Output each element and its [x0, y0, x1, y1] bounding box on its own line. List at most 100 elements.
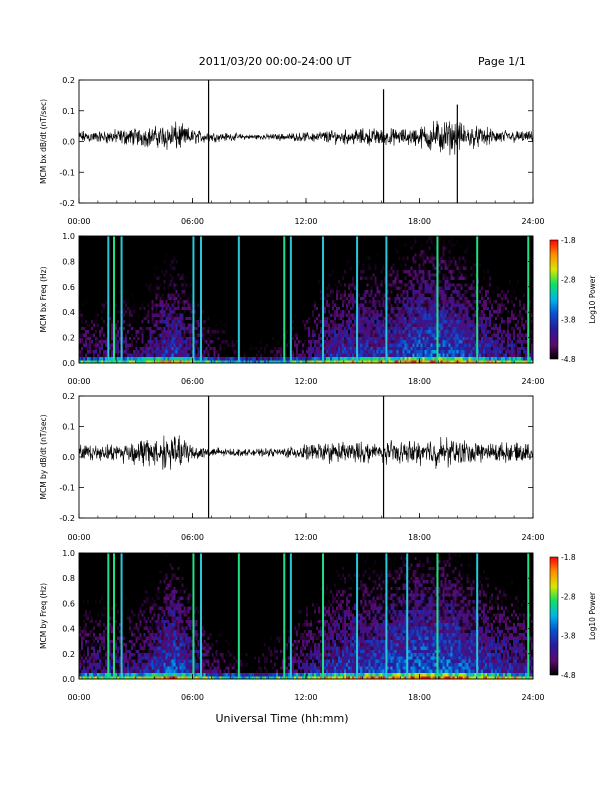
spectrogram-cell	[131, 329, 134, 334]
spectrogram-cell	[221, 282, 225, 287]
spectrogram-cell	[255, 342, 259, 347]
spectrogram-cell	[159, 269, 162, 274]
spectrogram-cell	[137, 276, 140, 281]
spectrogram-cell	[303, 352, 307, 357]
spectrogram-cell	[139, 246, 142, 250]
spectrogram-cell	[314, 292, 317, 297]
spectrogram-cell	[101, 299, 104, 304]
spectrogram-cell	[257, 312, 261, 317]
spectrogram-cell	[201, 309, 205, 314]
spectrogram-cell	[195, 262, 199, 267]
spectrogram-cell	[197, 329, 201, 334]
spectrogram-cell	[275, 236, 279, 240]
spectrogram-cell	[320, 342, 323, 347]
spectrogram-cell	[263, 269, 267, 274]
spectrogram-cell	[271, 326, 275, 331]
spectrogram-cell	[187, 282, 191, 287]
spectrogram-cell	[97, 272, 100, 277]
spectrogram-cell	[89, 356, 92, 361]
spectrogram-cell	[334, 266, 337, 271]
spectrogram-cell	[153, 356, 156, 361]
spectrogram-cell	[295, 319, 299, 324]
spectrogram-cell	[89, 286, 92, 291]
spectrogram-cell	[157, 309, 160, 314]
spectrogram-cell	[293, 269, 297, 274]
spectrogram-cell	[177, 342, 181, 347]
spectrogram-cell	[233, 252, 237, 257]
spectrogram-cell	[135, 326, 138, 331]
spectrogram-cell	[259, 256, 263, 260]
spectrogram-cell	[285, 339, 289, 344]
spectrogram-cell	[165, 239, 168, 244]
spectrogram-cell	[201, 346, 205, 351]
spectrogram-cell	[145, 292, 148, 297]
spectrogram-cell	[267, 289, 271, 294]
spectrogram-cell	[227, 236, 231, 240]
spectrogram-cell	[89, 256, 92, 260]
spectrogram-cell	[293, 289, 297, 294]
spectrogram-cell	[201, 242, 205, 247]
spectrogram-cell	[169, 292, 173, 297]
spectrogram-cell	[163, 339, 166, 344]
spectrogram-cell	[177, 349, 181, 354]
spectrogram-cell	[269, 236, 273, 240]
spectrogram-cell	[281, 256, 285, 260]
spectrogram-cell	[293, 339, 297, 344]
spectrogram-cell	[326, 309, 329, 314]
spectrogram-cell	[125, 359, 128, 364]
spectrogram-cell	[261, 256, 265, 260]
spectrogram-cell	[308, 242, 311, 247]
spectrogram-cell	[143, 359, 146, 364]
y-tick-label: 0.0	[62, 138, 75, 147]
spectrogram-cell	[187, 289, 191, 294]
spectrogram-cell	[149, 316, 152, 321]
spectrogram-cell	[187, 269, 191, 274]
spectrogram-cell	[209, 286, 213, 291]
spectrogram-cell	[97, 326, 100, 331]
spectrogram-cell	[193, 299, 197, 304]
spectrogram-cell	[269, 276, 273, 281]
spectrogram-cell	[185, 316, 189, 321]
spectrogram-cell	[115, 279, 118, 284]
spectrogram-cell	[197, 279, 201, 284]
spectrogram-cell	[97, 342, 100, 347]
spectrogram-cell	[295, 269, 299, 274]
spectrogram-cell	[279, 289, 283, 294]
spectrogram-cell	[153, 296, 156, 301]
spectrogram-cell	[291, 296, 295, 301]
spectrogram-cell	[101, 332, 104, 337]
spectrogram-cell	[227, 256, 231, 260]
spectrogram-cell	[109, 322, 112, 327]
spectrogram-cell	[137, 236, 140, 240]
spectrogram-cell	[85, 359, 88, 364]
spectrogram-cell	[143, 242, 146, 247]
spectrogram-cell	[219, 256, 223, 260]
spectrogram-cell	[239, 276, 243, 281]
spectrogram-cell	[297, 256, 301, 260]
spectrogram-cell	[151, 309, 154, 314]
spectrogram-cell	[181, 289, 185, 294]
spectrogram-cell	[251, 286, 255, 291]
spectrogram-cell	[189, 322, 193, 327]
spectrogram-cell	[303, 282, 307, 287]
spectrogram-cell	[119, 249, 122, 254]
spectrogram-cell	[297, 266, 301, 271]
spectrogram-cell	[297, 289, 301, 294]
spectrogram-cell	[301, 236, 305, 240]
spectrogram-cell	[181, 259, 185, 264]
spectrogram-cell	[131, 349, 134, 354]
spectrogram-cell	[245, 286, 249, 291]
spectrogram-cell	[197, 292, 201, 297]
spectrogram-cell	[231, 259, 235, 264]
spectrogram-cell	[273, 242, 277, 247]
spectrogram-cell	[239, 239, 243, 244]
spectrogram-cell	[223, 319, 227, 324]
spectrogram-cell	[161, 306, 164, 311]
spectrogram-cell	[101, 242, 104, 247]
spectrogram-cell	[133, 316, 136, 321]
spectrogram-cell	[257, 256, 261, 260]
spectrogram-cell	[255, 236, 259, 240]
spectrogram-cell	[320, 312, 323, 317]
spectrogram-cell	[129, 252, 132, 257]
spectrogram-cell	[223, 276, 227, 281]
